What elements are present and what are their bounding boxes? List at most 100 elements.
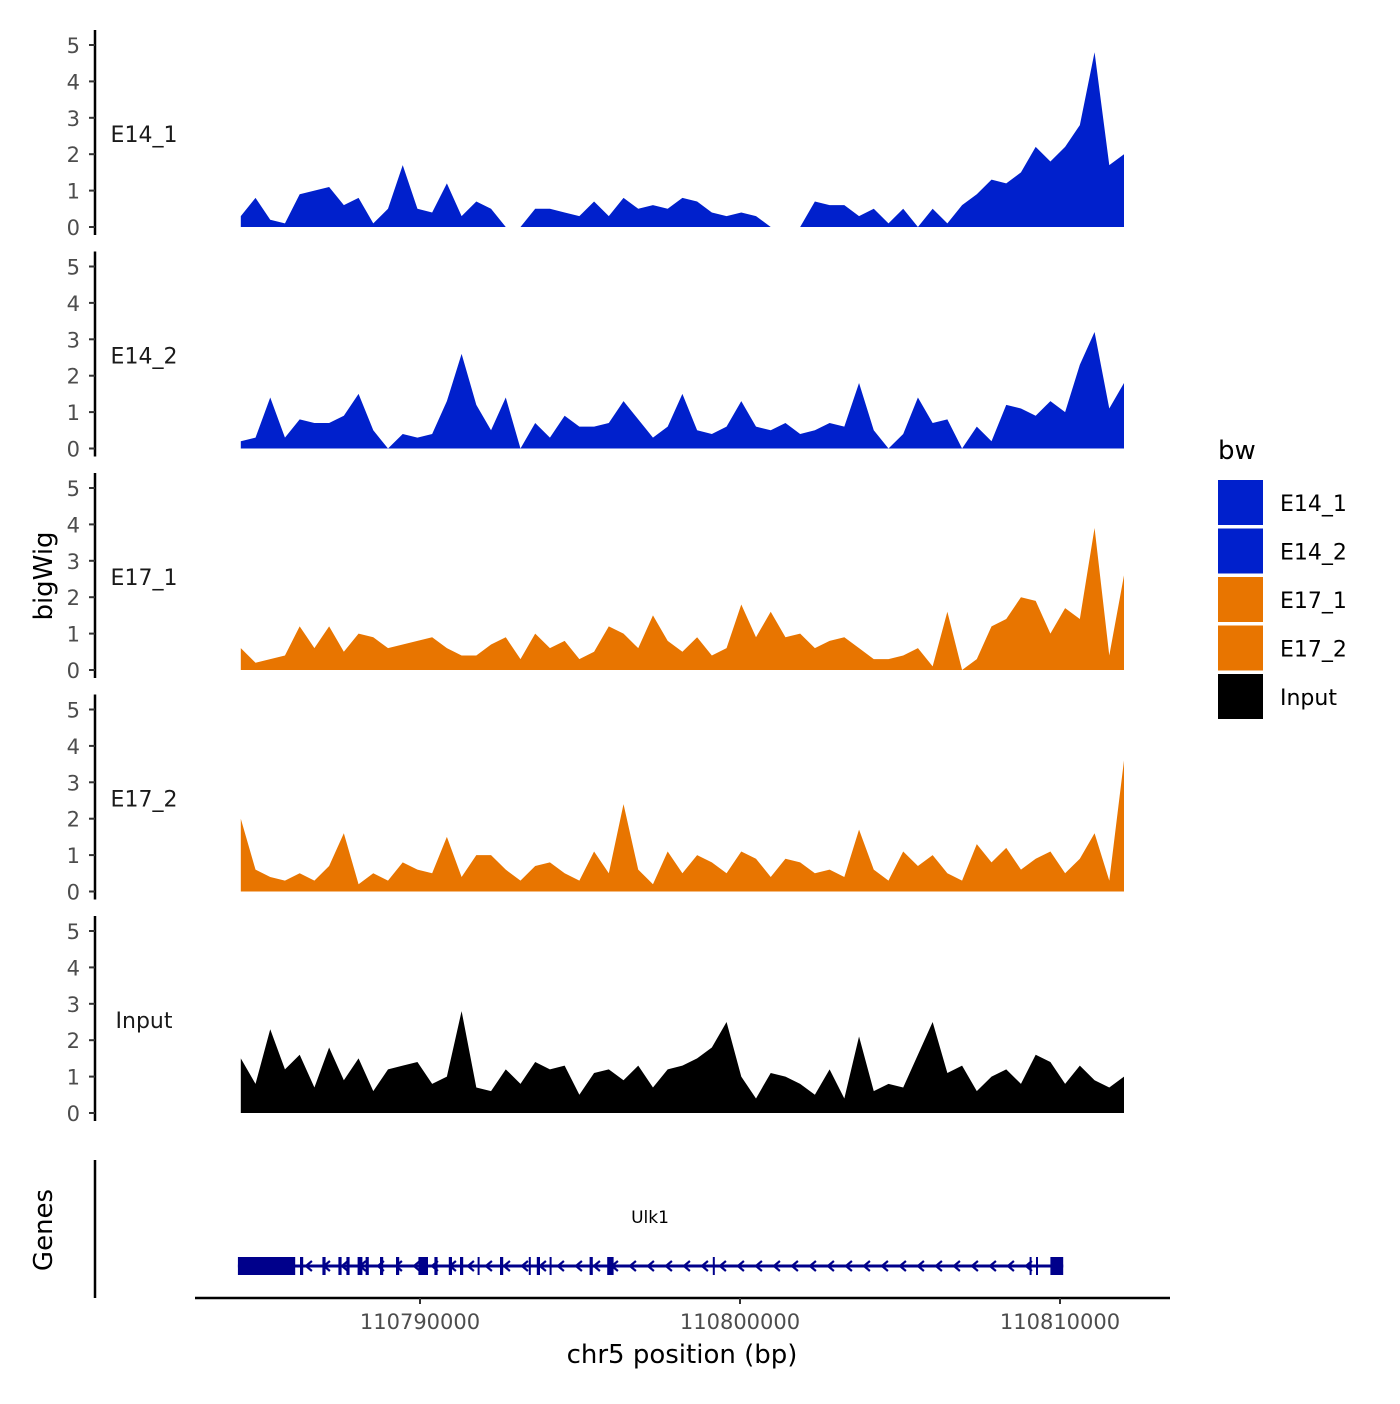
y-axis-title: bigWig bbox=[29, 531, 59, 620]
strand-arrow-icon bbox=[628, 1260, 637, 1272]
strand-arrow-icon bbox=[862, 1260, 871, 1272]
gene-exon bbox=[1029, 1257, 1032, 1275]
y-tick-label: 0 bbox=[67, 881, 80, 905]
legend-label: E14_2 bbox=[1280, 541, 1347, 566]
y-tick-label: 2 bbox=[67, 365, 80, 389]
signal-area-E17_1 bbox=[240, 528, 1125, 670]
signal-area-E14_2 bbox=[240, 332, 1125, 449]
y-tick-label: 3 bbox=[67, 107, 80, 131]
strand-arrow-icon bbox=[718, 1260, 727, 1272]
strand-arrow-icon bbox=[916, 1260, 925, 1272]
gene-exon bbox=[365, 1257, 369, 1275]
strand-arrow-icon bbox=[880, 1260, 889, 1272]
gene-exon bbox=[500, 1257, 504, 1275]
y-tick-label: 5 bbox=[67, 34, 80, 58]
y-tick-label: 2 bbox=[67, 808, 80, 832]
gene-exon bbox=[300, 1257, 304, 1275]
strand-arrow-icon bbox=[664, 1260, 673, 1272]
gene-exon bbox=[434, 1257, 438, 1275]
strand-arrow-icon bbox=[556, 1260, 565, 1272]
track-label: E14_2 bbox=[111, 345, 178, 370]
legend: bw E14_1 E14_2 E17_1 E17_2 Input bbox=[1218, 436, 1347, 719]
gene-exon bbox=[396, 1257, 400, 1275]
gene-exon bbox=[460, 1257, 464, 1275]
strand-arrow-icon bbox=[394, 1260, 403, 1272]
strand-arrow-icon bbox=[988, 1260, 997, 1272]
legend-label: E14_1 bbox=[1280, 492, 1347, 517]
gene-exon bbox=[357, 1257, 363, 1275]
gene-exon bbox=[607, 1257, 614, 1275]
gene-track: Ulk1 bbox=[93, 1160, 1064, 1298]
track-label: Input bbox=[116, 1009, 173, 1034]
strand-arrow-icon bbox=[772, 1260, 781, 1272]
strand-arrow-icon bbox=[808, 1260, 817, 1272]
y-tick-label: 1 bbox=[67, 1066, 80, 1090]
gene-exon bbox=[1036, 1257, 1038, 1275]
y-tick-label: 5 bbox=[67, 699, 80, 723]
strand-arrow-icon bbox=[682, 1260, 691, 1272]
legend-label: E17_2 bbox=[1280, 638, 1347, 663]
y-tick-label: 2 bbox=[67, 143, 80, 167]
gene-exon bbox=[528, 1257, 531, 1275]
y-tick-label: 5 bbox=[67, 256, 80, 280]
gene-exon bbox=[1050, 1257, 1064, 1275]
strand-arrow-icon bbox=[304, 1260, 313, 1272]
gene-exon bbox=[338, 1257, 342, 1275]
strand-arrow-icon bbox=[844, 1260, 853, 1272]
track-E17_2: 0 1 2 3 4 5 E17_2 bbox=[67, 694, 1125, 905]
gene-exon bbox=[477, 1257, 480, 1275]
strand-arrow-icon bbox=[736, 1260, 745, 1272]
signal-area-Input bbox=[240, 1011, 1125, 1113]
track-label: E14_1 bbox=[111, 123, 178, 148]
gene-exon bbox=[322, 1257, 326, 1275]
legend-title: bw bbox=[1218, 436, 1256, 466]
y-tick-label: 2 bbox=[67, 1029, 80, 1053]
strand-arrow-icon bbox=[970, 1260, 979, 1272]
x-tick-label: 110800000 bbox=[680, 1310, 800, 1334]
gene-exon bbox=[712, 1257, 715, 1275]
legend-swatch-Input bbox=[1218, 674, 1263, 719]
strand-arrow-icon bbox=[646, 1260, 655, 1272]
y-tick-label: 3 bbox=[67, 550, 80, 574]
strand-arrow-icon bbox=[898, 1260, 907, 1272]
strand-arrow-icon bbox=[484, 1260, 493, 1272]
track-E17_1: 0 1 2 3 4 5 E17_1 bbox=[67, 473, 1125, 683]
y-tick-label: 5 bbox=[67, 477, 80, 501]
strand-arrow-icon bbox=[1006, 1260, 1015, 1272]
strand-arrow-icon bbox=[520, 1260, 529, 1272]
y-tick-label: 5 bbox=[67, 920, 80, 944]
y-tick-label: 1 bbox=[67, 180, 80, 204]
strand-arrow-icon bbox=[592, 1260, 601, 1272]
y-tick-label: 4 bbox=[67, 70, 80, 94]
y-tick-label: 3 bbox=[67, 993, 80, 1017]
track-Input: 0 1 2 3 4 5 Input bbox=[67, 916, 1125, 1126]
y-tick-label: 1 bbox=[67, 623, 80, 647]
track-E14_2: 0 1 2 3 4 5 E14_2 bbox=[67, 251, 1125, 462]
y-tick-label: 4 bbox=[67, 513, 80, 537]
y-tick-label: 0 bbox=[67, 1102, 80, 1126]
strand-arrow-icon bbox=[790, 1260, 799, 1272]
strand-arrow-icon bbox=[934, 1260, 943, 1272]
legend-swatch-E17_2 bbox=[1218, 625, 1263, 671]
legend-label: E17_1 bbox=[1280, 589, 1347, 614]
y-tick-label: 0 bbox=[67, 216, 80, 240]
y-tick-label: 4 bbox=[67, 956, 80, 980]
strand-arrow-icon bbox=[952, 1260, 961, 1272]
gene-exon bbox=[346, 1257, 350, 1275]
legend-swatch-E14_1 bbox=[1218, 480, 1263, 525]
gene-exon bbox=[380, 1257, 384, 1275]
strand-arrow-icon bbox=[502, 1260, 511, 1272]
gene-exon bbox=[549, 1257, 552, 1275]
signal-tracks: 0 1 2 3 4 5 E14_1 0 1 2 3 4 5 E14_2 0 1 2 3 4 5 E17_1 0 1 2 3 4 5 E… bbox=[67, 30, 1125, 1126]
track-label: E17_1 bbox=[111, 566, 178, 591]
y-tick-label: 1 bbox=[67, 844, 80, 868]
legend-swatch-E17_1 bbox=[1218, 577, 1263, 622]
gene-exon bbox=[237, 1257, 296, 1275]
track-E14_1: 0 1 2 3 4 5 E14_1 bbox=[67, 30, 1125, 240]
strand-arrow-icon bbox=[700, 1260, 709, 1272]
signal-area-E14_1 bbox=[240, 52, 1125, 227]
strand-arrow-icon bbox=[826, 1260, 835, 1272]
y-tick-label: 0 bbox=[67, 438, 80, 462]
strand-arrow-icon bbox=[574, 1260, 583, 1272]
